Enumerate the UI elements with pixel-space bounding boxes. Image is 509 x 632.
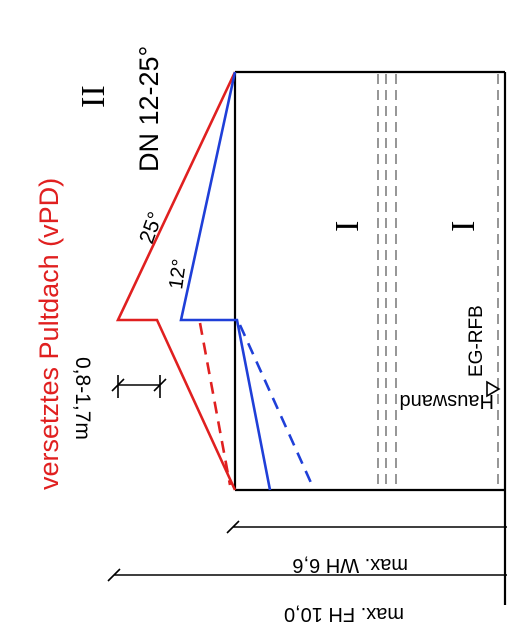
- ridge-height-label: max. FH 10,0: [284, 603, 404, 625]
- angle-25-label: 25°: [135, 209, 167, 247]
- ground-reference-label: EG-RFB: [466, 305, 487, 377]
- ridge-height-dimension: [107, 568, 507, 582]
- red-roof-outline: [115, 71, 237, 491]
- red-roof-dashed: [198, 322, 232, 486]
- roof-25-red: [115, 71, 237, 491]
- blue-roof-outline: [179, 71, 272, 491]
- house-wall-label: Hauswand: [399, 390, 494, 412]
- title-label: versetztes Pultdach (vPD): [34, 178, 64, 490]
- offset-height-label: 0,8-1,7m: [71, 357, 94, 440]
- storey-label-lower: I: [445, 221, 482, 232]
- storey-lines: [377, 74, 499, 488]
- storey-label-upper: I: [329, 221, 366, 232]
- blue-roof-dashed: [238, 324, 314, 486]
- roof-pitch-label: DN 12-25°: [134, 46, 164, 172]
- roof-12-blue: [179, 71, 314, 491]
- fh-tick: [107, 568, 121, 582]
- offset-dimension: [111, 375, 167, 398]
- wall-height-dimension: [226, 520, 507, 534]
- ground-reference-triangle: [486, 380, 501, 398]
- wall-height-label: max. WH 6,6: [292, 554, 408, 576]
- storey-limit-label: II: [75, 85, 112, 108]
- building-outline: [233, 70, 507, 605]
- angle-12-label: 12°: [165, 258, 191, 291]
- wh-tick: [226, 520, 240, 534]
